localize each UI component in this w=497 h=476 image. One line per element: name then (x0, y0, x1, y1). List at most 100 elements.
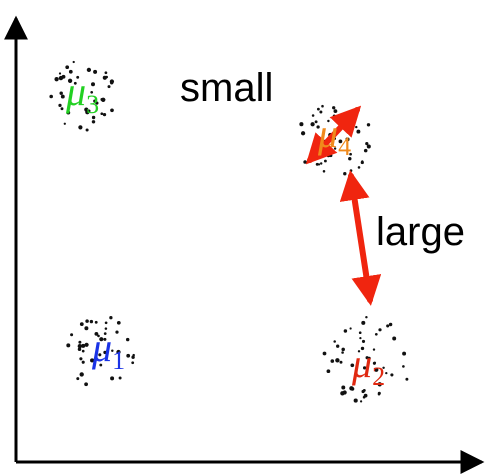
data-point (322, 170, 326, 173)
data-point (99, 363, 103, 367)
data-point (66, 343, 71, 348)
data-point (104, 321, 108, 325)
data-point (94, 320, 98, 324)
data-point (359, 336, 362, 340)
data-point (349, 327, 352, 330)
data-point (315, 162, 319, 166)
data-point (332, 106, 336, 110)
data-point (89, 319, 94, 324)
data-point (132, 353, 135, 357)
data-point (326, 369, 331, 374)
data-point (310, 122, 315, 127)
data-point (95, 101, 99, 105)
data-point (355, 125, 358, 129)
mu1-symbol: μ (92, 325, 113, 370)
data-point (93, 99, 97, 103)
data-point (102, 112, 107, 117)
data-point (374, 367, 379, 372)
data-point (116, 320, 121, 325)
data-point (363, 393, 368, 398)
data-point (330, 359, 335, 363)
data-point (67, 78, 73, 83)
data-point (94, 331, 99, 336)
data-point (341, 347, 345, 352)
data-point (360, 346, 365, 351)
data-point (300, 131, 306, 136)
data-point (107, 85, 111, 89)
data-point (91, 82, 95, 87)
data-point (90, 90, 94, 94)
small-distance-arrow (305, 105, 362, 165)
small-label: small (180, 66, 274, 110)
mu3-label: μ3 (66, 72, 99, 118)
mu4-index: 4 (338, 132, 352, 161)
data-point (103, 350, 107, 355)
data-point (392, 336, 397, 341)
data-point (365, 356, 369, 360)
data-point (116, 349, 121, 355)
data-point (390, 373, 394, 377)
data-point (358, 331, 362, 335)
data-point (105, 75, 108, 79)
data-point (104, 71, 108, 75)
data-point (76, 75, 80, 79)
data-point (374, 332, 378, 336)
data-point (354, 369, 358, 373)
data-point (65, 65, 70, 70)
data-point (54, 77, 59, 82)
data-point (58, 75, 64, 81)
data-point (93, 69, 98, 74)
data-point (109, 79, 115, 84)
data-point (350, 363, 355, 368)
mu2-index: 2 (372, 362, 386, 391)
data-point (362, 388, 366, 392)
data-point (361, 320, 366, 325)
data-point (77, 343, 82, 349)
data-point (58, 72, 62, 75)
data-point (303, 160, 307, 164)
data-point (99, 337, 104, 342)
data-point (341, 351, 344, 354)
data-point (323, 159, 327, 163)
data-point (377, 382, 382, 387)
data-point (58, 103, 62, 108)
data-point (81, 360, 85, 364)
data-point (335, 358, 340, 363)
data-point (103, 337, 107, 341)
mu3-index: 3 (86, 90, 100, 119)
data-point (349, 169, 353, 172)
mu3-symbol: μ (66, 69, 87, 114)
data-point (85, 128, 89, 132)
large-distance-arrow (339, 170, 382, 306)
data-point (86, 67, 92, 73)
data-point (336, 344, 340, 348)
data-point (110, 108, 114, 113)
data-point (377, 391, 381, 395)
data-point (84, 342, 89, 347)
data-point (98, 353, 102, 357)
data-point (353, 398, 358, 403)
data-point (79, 357, 83, 361)
data-point (59, 91, 63, 95)
mu1-label: μ1 (92, 328, 125, 374)
data-point (322, 351, 327, 356)
data-point (131, 355, 135, 359)
data-point (357, 350, 361, 353)
data-point (126, 353, 131, 358)
data-point (66, 110, 71, 115)
data-point (76, 377, 80, 381)
data-point (73, 81, 77, 85)
data-point (386, 324, 390, 328)
data-point (343, 172, 347, 176)
data-point (84, 382, 88, 387)
data-point (372, 348, 376, 351)
data-point (365, 141, 369, 146)
data-point (362, 366, 367, 370)
data-point (357, 166, 361, 169)
data-point (81, 349, 85, 353)
data-point (81, 343, 86, 348)
data-point (333, 340, 336, 343)
data-point (60, 94, 65, 99)
mu1-index: 1 (112, 346, 126, 375)
data-point (359, 400, 363, 403)
